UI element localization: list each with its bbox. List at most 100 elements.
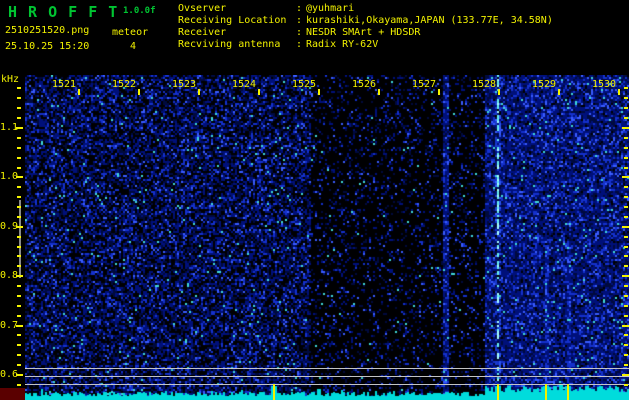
frequency-axis-minor-tick-right [624, 384, 628, 386]
time-axis-tick [258, 89, 260, 95]
frequency-axis-tick [16, 176, 23, 178]
frequency-axis-minor-tick [17, 97, 21, 99]
app-title: H R O F F T [8, 3, 119, 21]
frequency-axis-minor-tick [17, 305, 21, 307]
frequency-axis-minor-tick-right [624, 246, 628, 248]
time-axis-label: 1523 [171, 79, 197, 90]
frequency-axis-minor-tick-right [624, 157, 628, 159]
info-value: @yuhmari [306, 3, 355, 14]
detection-band-marker-line [19, 200, 21, 278]
time-axis-label: 1527 [411, 79, 437, 90]
frequency-axis-tick [16, 275, 23, 277]
station-name: meteor [112, 27, 149, 38]
frequency-axis-tick [16, 325, 23, 327]
echo-count: 4 [130, 41, 137, 52]
frequency-axis-minor-tick-right [624, 364, 628, 366]
frequency-axis-minor-tick [17, 107, 21, 109]
frequency-axis-label: 0.6 [0, 369, 19, 380]
frequency-axis-minor-tick-right [624, 295, 628, 297]
frequency-axis-minor-tick-right [624, 285, 628, 287]
frequency-axis-minor-tick [17, 246, 21, 248]
info-row-antenna: Recviving antenna: Radix RY-62V [178, 39, 553, 51]
frequency-axis-minor-tick [17, 186, 21, 188]
observer-info: Ovserver: @yuhmari Receiving Location: kur… [178, 3, 553, 51]
frequency-axis-minor-tick [17, 334, 21, 336]
app-version: 1.0.0f [123, 6, 156, 16]
info-separator: : [296, 15, 303, 26]
info-label: Ovserver [178, 3, 227, 14]
frequency-axis-minor-tick-right [624, 167, 628, 169]
time-axis-tick [318, 89, 320, 95]
frequency-axis-tick-right [622, 127, 629, 129]
time-axis-label: 1526 [351, 79, 377, 90]
detection-band-gridline [25, 383, 629, 385]
frequency-axis-tick-right [622, 226, 629, 228]
time-axis-label: 1522 [111, 79, 137, 90]
info-value: kurashiki,Okayama,JAPAN (133.77E, 34.58N… [306, 15, 553, 26]
frequency-axis-minor-tick-right [624, 354, 628, 356]
frequency-axis-label: 0.9 [0, 221, 19, 232]
output-filename: 2510251520.png [5, 25, 90, 36]
info-row-receiver: Receiver: NESDR SMArt + HDSDR [178, 27, 553, 39]
frequency-axis-minor-tick-right [624, 196, 628, 198]
frequency-axis-minor-tick [17, 137, 21, 139]
time-axis-tick [78, 89, 80, 95]
frequency-axis-minor-tick [17, 315, 21, 317]
info-value: NESDR SMArt + HDSDR [306, 27, 421, 38]
frequency-unit-label: kHz [1, 74, 20, 85]
detection-band-gridline [25, 375, 629, 377]
frequency-axis-minor-tick-right [624, 206, 628, 208]
frequency-axis-tick-right [622, 275, 629, 277]
frequency-axis-minor-tick-right [624, 186, 628, 188]
time-axis-tick [618, 89, 620, 95]
time-axis-tick [558, 89, 560, 95]
time-axis-tick [138, 89, 140, 95]
frequency-axis-label: 0.8 [0, 270, 19, 281]
time-axis-tick [198, 89, 200, 95]
frequency-axis-minor-tick [17, 196, 21, 198]
time-axis-label: 1530 [591, 79, 617, 90]
info-row-location: Receiving Location: kurashiki,Okayama,JAP… [178, 15, 553, 27]
info-label: Recviving antenna [178, 39, 281, 50]
frequency-axis-minor-tick [17, 295, 21, 297]
info-row-observer: Ovserver: @yuhmari [178, 3, 553, 15]
meteor-echo-marker [545, 384, 547, 400]
frequency-axis-minor-tick [17, 157, 21, 159]
frequency-axis-minor-tick [17, 167, 21, 169]
frequency-axis-minor-tick-right [624, 265, 628, 267]
time-axis-label: 1525 [291, 79, 317, 90]
frequency-axis-minor-tick-right [624, 216, 628, 218]
info-separator: : [296, 3, 303, 14]
frequency-axis-minor-tick [17, 206, 21, 208]
frequency-axis-minor-tick [17, 384, 21, 386]
frequency-axis-minor-tick-right [624, 344, 628, 346]
frequency-axis-label: 1.0 [0, 171, 19, 182]
meteor-echo-marker [497, 384, 499, 400]
frequency-axis-minor-tick [17, 117, 21, 119]
frequency-axis-minor-tick [17, 265, 21, 267]
frequency-axis-minor-tick-right [624, 315, 628, 317]
frequency-axis-minor-tick [17, 236, 21, 238]
frequency-axis-minor-tick-right [624, 334, 628, 336]
frequency-axis-minor-tick [17, 354, 21, 356]
frequency-axis-minor-tick-right [624, 236, 628, 238]
frequency-axis-tick [16, 127, 23, 129]
frequency-axis-minor-tick-right [624, 137, 628, 139]
info-separator: : [296, 27, 303, 38]
time-axis-tick [378, 89, 380, 95]
info-separator: : [296, 39, 303, 50]
frequency-axis-minor-tick [17, 285, 21, 287]
info-label: Receiver [178, 27, 227, 38]
frequency-axis-label: 0.7 [0, 320, 19, 331]
frequency-axis-minor-tick [17, 255, 21, 257]
time-axis-label: 1529 [531, 79, 557, 90]
frequency-axis-minor-tick-right [624, 117, 628, 119]
frequency-axis-minor-tick-right [624, 255, 628, 257]
frequency-axis-tick-right [622, 176, 629, 178]
meteor-echo-marker [273, 384, 275, 400]
frequency-axis-minor-tick [17, 364, 21, 366]
frequency-axis-tick [16, 226, 23, 228]
time-axis-label: 1524 [231, 79, 257, 90]
info-label: Receiving Location [178, 15, 287, 26]
